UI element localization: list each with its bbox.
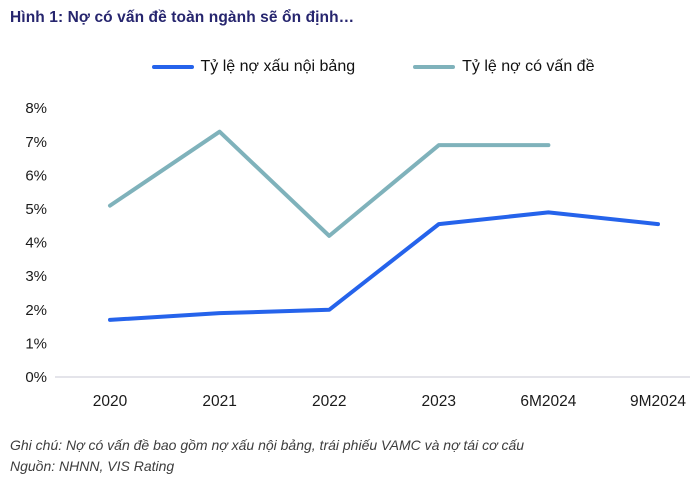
- x-tick-label: 6M2024: [520, 393, 576, 410]
- x-tick-label: 9M2024: [630, 393, 686, 410]
- figure-source: Nguồn: NHNN, VIS Rating: [10, 458, 175, 474]
- chart-canvas: 0% 1% 2% 3% 4% 5% 6% 7% 8% 2020 2021 2022 2023 6M2024…: [25, 100, 690, 410]
- series-line-1: [108, 129, 551, 238]
- y-tick-label: 5%: [25, 201, 47, 218]
- series-line-0: [108, 210, 660, 322]
- y-tick-label: 1%: [25, 335, 47, 352]
- y-tick-label: 7%: [25, 134, 47, 151]
- y-tick-label: 4%: [25, 235, 47, 252]
- y-tick-label: 0%: [25, 369, 47, 386]
- chart-legend: Tỷ lệ nợ xấu nội bảng Tỷ lệ nợ có vấn đề: [0, 58, 700, 76]
- legend-item-npl: Tỷ lệ nợ xấu nội bảng: [151, 58, 356, 76]
- x-tick-label: 2022: [312, 393, 346, 410]
- y-tick-label: 8%: [25, 100, 47, 117]
- line-chart: 0% 1% 2% 3% 4% 5% 6% 7% 8% 2020 2021 2022 2023 6M2024…: [0, 88, 700, 423]
- y-tick-label: 3%: [25, 268, 47, 285]
- problem-loans-line-marker: [413, 65, 456, 69]
- npl-line-marker: [151, 65, 194, 69]
- y-tick-label: 2%: [25, 302, 47, 319]
- legend-label-problem-loans: Tỷ lệ nợ có vấn đề: [462, 58, 595, 75]
- legend-label-npl: Tỷ lệ nợ xấu nội bảng: [200, 58, 356, 75]
- figure-note: Ghi chú: Nợ có vấn đề bao gồm nợ xấu nội…: [10, 437, 525, 453]
- x-tick-label: 2020: [93, 393, 128, 410]
- x-tick-label: 2021: [202, 393, 236, 410]
- y-tick-label: 6%: [25, 167, 47, 184]
- x-tick-label: 2023: [422, 393, 456, 410]
- legend-item-problem-loans: Tỷ lệ nợ có vấn đề: [413, 58, 594, 76]
- figure-title: Hình 1: Nợ có vấn đề toàn ngành sẽ ổn đị…: [10, 9, 355, 26]
